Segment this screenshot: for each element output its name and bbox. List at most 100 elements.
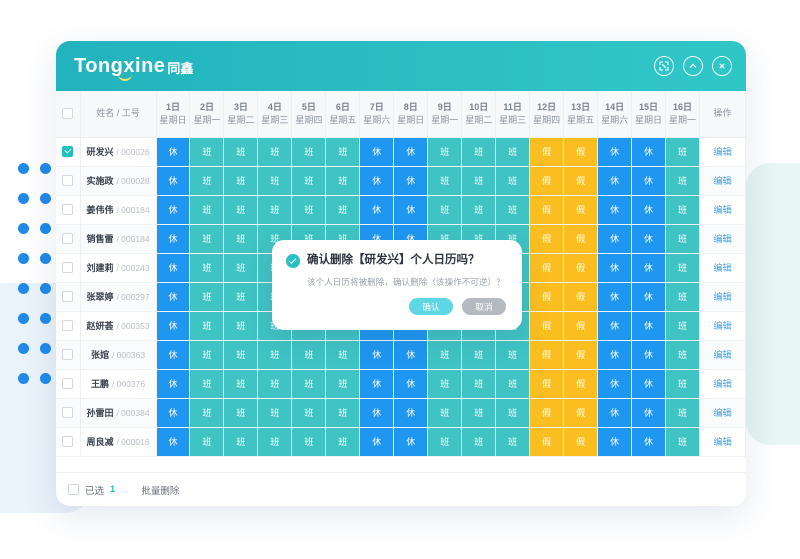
shift-cell-day-11[interactable]: 班 (495, 340, 531, 370)
shift-cell-day-10[interactable]: 班 (461, 427, 497, 457)
shift-cell-day-6[interactable]: 班 (325, 137, 361, 167)
shift-cell-day-3[interactable]: 班 (223, 282, 259, 312)
select-all-checkbox[interactable] (62, 108, 74, 120)
shift-cell-day-3[interactable]: 班 (223, 340, 259, 370)
shift-cell-day-3[interactable]: 班 (223, 369, 259, 399)
shift-cell-day-10[interactable]: 班 (461, 369, 497, 399)
shift-cell-day-6[interactable]: 班 (325, 195, 361, 225)
row-checkbox[interactable] (62, 436, 74, 448)
confirm-button[interactable]: 确认 (409, 298, 453, 316)
shift-cell-day-3[interactable]: 班 (223, 311, 259, 341)
shift-cell-day-7[interactable]: 休 (359, 166, 395, 196)
shift-cell-day-14[interactable]: 休 (597, 166, 633, 196)
table-row[interactable]: 赵妍荟/ 000353休班班班班班休休班班班假假休休班编辑 (56, 311, 746, 341)
table-row[interactable]: 实施政/ 000028 休班班班班班休休班班班假假休休班编辑 (56, 166, 746, 196)
shift-cell-day-1[interactable]: 休 (156, 427, 191, 457)
shift-cell-day-13[interactable]: 假 (563, 137, 599, 167)
shift-cell-day-4[interactable]: 班 (257, 340, 293, 370)
shift-cell-day-1[interactable]: 休 (156, 224, 191, 254)
shift-cell-day-7[interactable]: 休 (359, 398, 395, 428)
shift-cell-day-4[interactable]: 班 (257, 369, 293, 399)
shift-cell-day-5[interactable]: 班 (291, 369, 327, 399)
shift-cell-day-15[interactable]: 休 (631, 311, 667, 341)
shift-cell-day-9[interactable]: 班 (427, 340, 463, 370)
shift-cell-day-15[interactable]: 休 (631, 224, 667, 254)
table-row[interactable]: 王鹏/ 000376 休班班班班班休休班班班假假休休班编辑 (56, 369, 746, 399)
close-icon[interactable] (712, 56, 732, 76)
shift-cell-day-2[interactable]: 班 (189, 340, 225, 370)
shift-cell-day-5[interactable]: 班 (291, 195, 327, 225)
shift-cell-day-12[interactable]: 假 (529, 224, 565, 254)
shift-cell-day-15[interactable]: 休 (631, 137, 667, 167)
shift-cell-day-2[interactable]: 班 (189, 224, 225, 254)
shift-cell-day-15[interactable]: 休 (631, 369, 667, 399)
shift-cell-day-4[interactable]: 班 (257, 137, 293, 167)
shift-cell-day-6[interactable]: 班 (325, 398, 361, 428)
shift-cell-day-16[interactable]: 班 (665, 137, 700, 167)
shift-cell-day-4[interactable]: 班 (257, 166, 293, 196)
shift-cell-day-15[interactable]: 休 (631, 195, 667, 225)
shift-cell-day-13[interactable]: 假 (563, 282, 599, 312)
shift-cell-day-3[interactable]: 班 (223, 427, 259, 457)
shift-cell-day-13[interactable]: 假 (563, 253, 599, 283)
shift-cell-day-12[interactable]: 假 (529, 369, 565, 399)
shift-cell-day-5[interactable]: 班 (291, 427, 327, 457)
shift-cell-day-9[interactable]: 班 (427, 369, 463, 399)
shift-cell-day-13[interactable]: 假 (563, 369, 599, 399)
shift-cell-day-14[interactable]: 休 (597, 311, 633, 341)
chevron-up-icon[interactable] (683, 56, 703, 76)
shift-cell-day-2[interactable]: 班 (189, 369, 225, 399)
edit-link[interactable]: 编辑 (713, 379, 732, 389)
shift-cell-day-12[interactable]: 假 (529, 195, 565, 225)
shift-cell-day-13[interactable]: 假 (563, 224, 599, 254)
table-row[interactable]: 研发兴/ 000026 休班班班班班休休班班班假假休休班编辑 (56, 137, 746, 167)
shift-cell-day-1[interactable]: 休 (156, 340, 191, 370)
shift-cell-day-8[interactable]: 休 (393, 195, 429, 225)
shift-cell-day-6[interactable]: 班 (325, 427, 361, 457)
shift-cell-day-14[interactable]: 休 (597, 427, 633, 457)
shift-cell-day-16[interactable]: 班 (665, 195, 700, 225)
edit-link[interactable]: 编辑 (713, 263, 732, 273)
shift-cell-day-15[interactable]: 休 (631, 282, 667, 312)
shift-cell-day-12[interactable]: 假 (529, 311, 565, 341)
shift-cell-day-2[interactable]: 班 (189, 137, 225, 167)
table-row[interactable]: 姜伟伟/ 000184 休班班班班班休休班班班假假休休班编辑 (56, 195, 746, 225)
footer-select-all-checkbox[interactable] (68, 484, 79, 495)
shift-cell-day-8[interactable]: 休 (393, 398, 429, 428)
shift-cell-day-1[interactable]: 休 (156, 398, 191, 428)
shift-cell-day-12[interactable]: 假 (529, 398, 565, 428)
shift-cell-day-3[interactable]: 班 (223, 398, 259, 428)
shift-cell-day-2[interactable]: 班 (189, 427, 225, 457)
shift-cell-day-4[interactable]: 班 (257, 195, 293, 225)
shift-cell-day-11[interactable]: 班 (495, 137, 531, 167)
shift-cell-day-16[interactable]: 班 (665, 340, 700, 370)
bulk-delete-button[interactable]: 批量删除 (141, 485, 180, 497)
shift-cell-day-6[interactable]: 班 (325, 340, 361, 370)
shift-cell-day-9[interactable]: 班 (427, 166, 463, 196)
edit-link[interactable]: 编辑 (713, 321, 732, 331)
shift-cell-day-2[interactable]: 班 (189, 166, 225, 196)
table-row[interactable]: 孙雷田/ 000384 休班班班班班休休班班班假假休休班编辑 (56, 398, 746, 428)
edit-link[interactable]: 编辑 (713, 147, 732, 157)
shift-cell-day-8[interactable]: 休 (393, 137, 429, 167)
shift-cell-day-16[interactable]: 班 (665, 166, 700, 196)
row-checkbox[interactable] (62, 320, 74, 332)
edit-link[interactable]: 编辑 (713, 205, 732, 215)
shift-cell-day-4[interactable]: 班 (257, 398, 293, 428)
shift-cell-day-11[interactable]: 班 (495, 166, 531, 196)
shift-cell-day-6[interactable]: 班 (325, 369, 361, 399)
shift-cell-day-14[interactable]: 休 (597, 369, 633, 399)
shift-cell-day-10[interactable]: 班 (461, 137, 497, 167)
shift-cell-day-14[interactable]: 休 (597, 340, 633, 370)
shift-cell-day-13[interactable]: 假 (563, 311, 599, 341)
shift-cell-day-5[interactable]: 班 (291, 398, 327, 428)
shift-cell-day-11[interactable]: 班 (495, 398, 531, 428)
shift-cell-day-7[interactable]: 休 (359, 137, 395, 167)
shift-cell-day-5[interactable]: 班 (291, 340, 327, 370)
shift-cell-day-11[interactable]: 班 (495, 195, 531, 225)
row-checkbox[interactable] (62, 378, 74, 390)
shift-cell-day-6[interactable]: 班 (325, 166, 361, 196)
shift-cell-day-2[interactable]: 班 (189, 253, 225, 283)
shift-cell-day-13[interactable]: 假 (563, 195, 599, 225)
shift-cell-day-16[interactable]: 班 (665, 311, 700, 341)
